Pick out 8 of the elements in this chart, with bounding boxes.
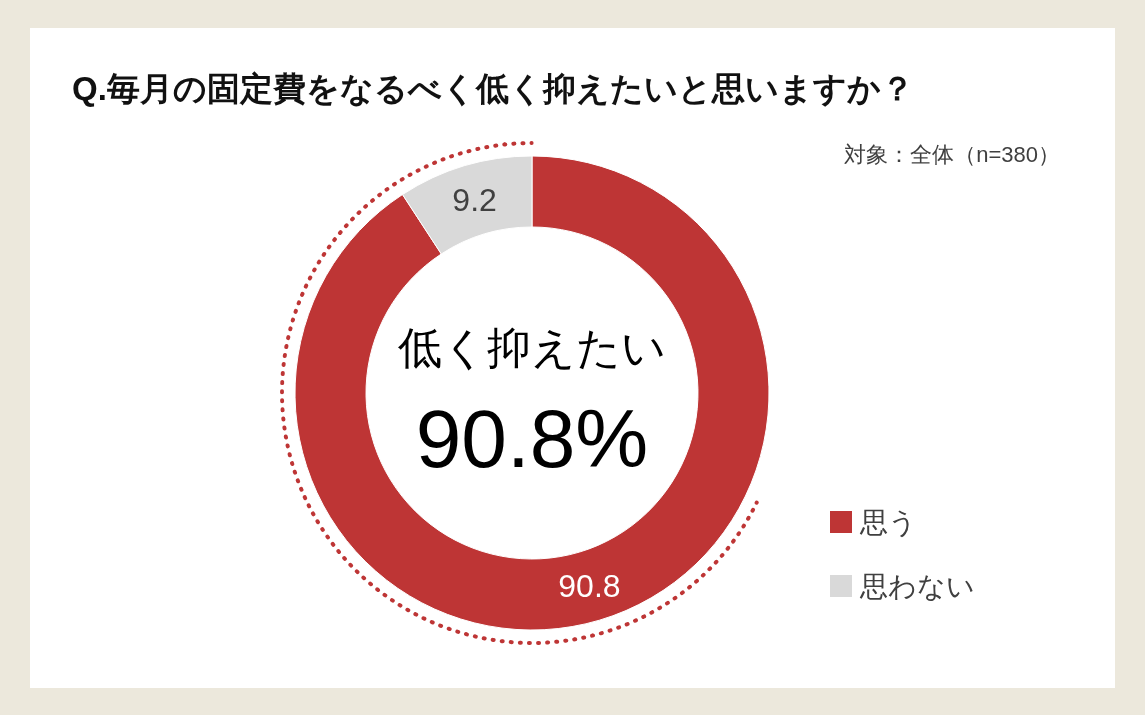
text: 90.8% bbox=[415, 392, 649, 484]
text: 低く抑えたい bbox=[398, 323, 666, 373]
chart-title: Q.毎月の固定費をなるべく低く抑えたいと思いますか？ bbox=[72, 70, 914, 107]
chart-subtitle: 対象：全体（n=380） bbox=[844, 142, 1060, 167]
legend-label: 思う bbox=[859, 506, 917, 538]
data-label: 9.2 bbox=[452, 182, 497, 219]
legend-label: 思わない bbox=[859, 570, 975, 602]
data-label: 90.8 bbox=[558, 568, 621, 605]
